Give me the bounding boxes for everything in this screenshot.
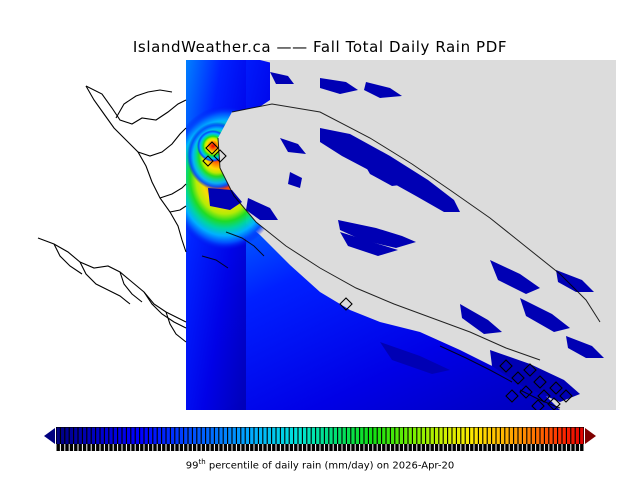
caption-superscript: th [198,458,206,466]
colorbar-caption: 99th percentile of daily rain (mm/day) o… [0,458,640,471]
colorbar-extend-low-arrow [44,428,55,444]
caption-text: percentile of daily rain (mm/day) on 202… [205,460,455,472]
inland-water [208,72,604,402]
map-panel[interactable] [20,60,616,410]
coastline [201,103,601,409]
colorbar-tick-strip [56,444,584,451]
caption-percentile-number: 99 [185,460,199,472]
colorbar-extend-high-arrow [585,428,596,444]
map-canvas[interactable] [20,60,616,410]
offshore-mainland [20,60,187,410]
station-markers[interactable] [202,141,573,410]
page-title: IslandWeather.ca —— Fall Total Daily Rai… [132,38,508,56]
